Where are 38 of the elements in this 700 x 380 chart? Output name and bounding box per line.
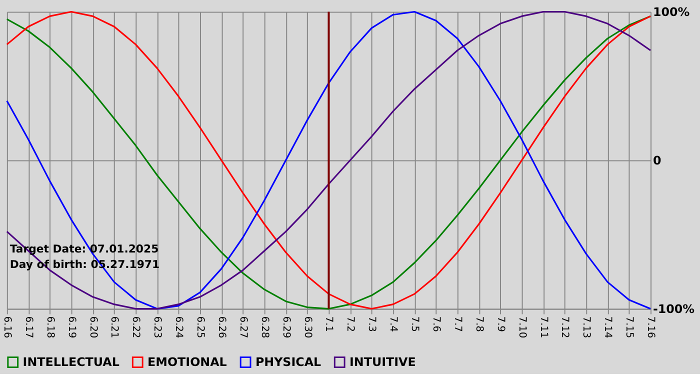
legend-label: INTELLECTUAL (22, 355, 120, 370)
x-tick-label: 6.24 (173, 316, 184, 338)
x-tick-label: 7.10 (516, 316, 528, 338)
x-tick-label: 7.6 (430, 316, 442, 332)
x-tick-label: 6.26 (216, 316, 227, 338)
x-tick-label: 7.11 (538, 316, 549, 338)
y-tick-label: -100% (652, 302, 695, 316)
x-tick-label: 6.22 (130, 316, 142, 338)
x-tick-label: 6.28 (258, 316, 270, 338)
x-tick-label: 6.29 (280, 316, 292, 338)
x-tick-label: 7.8 (473, 316, 484, 332)
x-tick-label: 7.13 (580, 316, 592, 338)
x-tick-label: 7.5 (409, 316, 420, 332)
x-tick-label: 6.27 (237, 316, 248, 338)
x-tick-label: 6.30 (302, 316, 313, 338)
x-tick-label: 6.20 (87, 316, 98, 338)
x-tick-label: 6.18 (44, 316, 56, 338)
x-tick-label: 7.16 (645, 316, 656, 338)
x-tick-label: 7.1 (323, 316, 334, 332)
y-tick-label: 100% (652, 5, 690, 20)
x-tick-label: 7.9 (494, 316, 506, 332)
x-tick-label: 6.23 (152, 316, 163, 338)
legend-label: INTUITIVE (350, 355, 416, 370)
x-tick-label: 6.19 (66, 316, 77, 338)
legend-label: PHYSICAL (255, 355, 322, 370)
x-tick-label: 7.15 (624, 316, 635, 338)
x-tick-label: 7.14 (602, 316, 614, 338)
x-tick-label: 6.16 (1, 316, 12, 338)
x-tick-label: 6.25 (194, 316, 206, 338)
x-tick-label: 7.12 (559, 316, 570, 338)
x-tick-label: 7.4 (388, 316, 399, 332)
x-tick-label: 7.2 (344, 316, 356, 332)
legend-label: EMOTIONAL (148, 355, 228, 370)
x-tick-label: 6.17 (22, 316, 34, 338)
x-tick-label: 7.3 (366, 316, 378, 332)
x-tick-label: 6.21 (108, 316, 120, 338)
y-tick-label: 0 (652, 154, 662, 168)
x-tick-label: 7.7 (452, 316, 463, 332)
